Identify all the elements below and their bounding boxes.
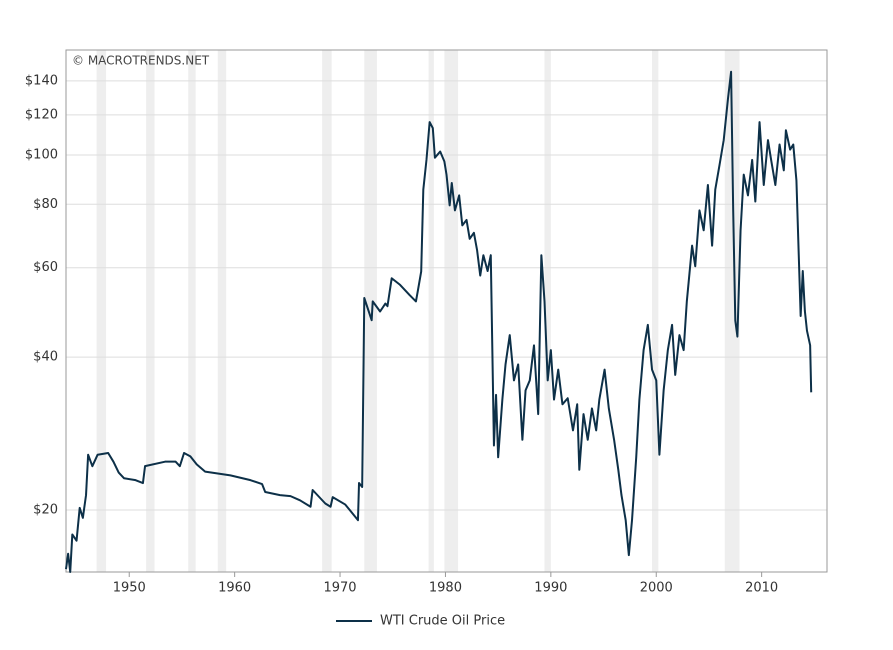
x-tick-label: 1970 — [323, 581, 356, 596]
shaded-period — [428, 50, 434, 572]
shaded-period — [724, 50, 740, 572]
shaded-period — [188, 50, 196, 572]
x-tick-label: 1950 — [113, 581, 146, 596]
x-tick-label: 2000 — [640, 581, 673, 596]
x-tick-label: 1960 — [218, 581, 251, 596]
y-tick-label: $120 — [25, 107, 58, 122]
x-tick-label: 1990 — [534, 581, 567, 596]
y-tick-label: $20 — [33, 503, 58, 518]
shaded-period — [322, 50, 332, 572]
y-tick-label: $80 — [33, 197, 58, 212]
x-tick-label: 2010 — [745, 581, 778, 596]
watermark: © MACROTRENDS.NET — [72, 54, 210, 68]
shaded-period — [96, 50, 107, 572]
y-tick-label: $140 — [25, 73, 58, 88]
y-tick-label: $40 — [33, 350, 58, 365]
shaded-period — [146, 50, 155, 572]
shaded-period — [364, 50, 377, 572]
shaded-period — [217, 50, 227, 572]
x-tick-label: 1980 — [429, 581, 462, 596]
y-tick-label: $100 — [25, 148, 58, 163]
y-tick-label: $60 — [33, 260, 58, 275]
legend-label: WTI Crude Oil Price — [380, 614, 505, 629]
price-line — [65, 70, 813, 573]
shaded-period — [652, 50, 659, 572]
shaded-period — [444, 50, 459, 572]
plot-frame — [65, 49, 828, 573]
shaded-period — [544, 50, 551, 572]
